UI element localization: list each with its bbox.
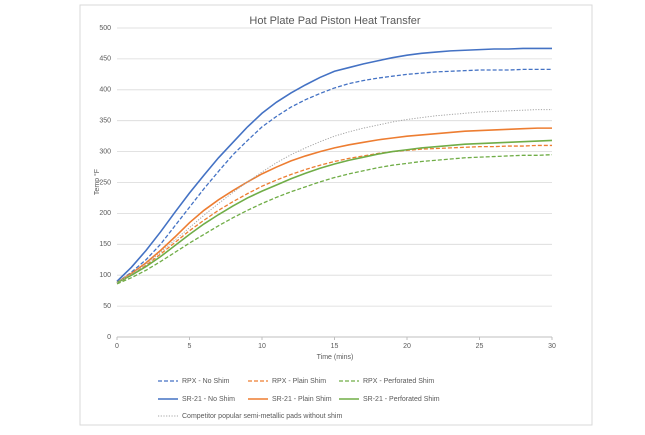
x-tick-label: 0 [115,343,119,350]
series-line [116,139,553,284]
series-line [116,127,552,284]
x-axis-label: Time (mins) [317,354,354,361]
series-line [116,68,552,284]
y-tick-label: 300 [99,148,111,155]
legend-label: SR-21 - Perforated Shim [363,396,440,403]
x-tick-label: 20 [403,343,411,350]
y-tick-label: 400 [99,87,111,94]
y-axis-label: Temp °F [93,169,101,195]
y-tick-label: 100 [99,272,111,279]
y-tick-label: 150 [99,241,111,248]
legend-label: SR-21 - Plain Shim [272,396,332,403]
y-tick-label: 50 [103,303,111,310]
series-line [116,144,552,284]
y-tick-label: 0 [107,334,111,341]
legend-label: RPX - No Shim [182,378,230,385]
legend-label: RPX - Perforated Shim [363,378,434,385]
y-tick-label: 500 [99,25,111,32]
x-tick-label: 15 [331,343,339,350]
series-line [116,154,553,285]
legend-label: SR-21 - No Shim [182,396,235,403]
y-tick-label: 450 [99,56,111,63]
legend-label: Competitor popular semi-metallic pads wi… [182,413,342,420]
series-line [116,109,552,284]
x-tick-label: 25 [476,343,484,350]
y-tick-label: 350 [99,118,111,125]
legend-label: RPX - Plain Shim [272,378,326,385]
y-tick-label: 250 [99,179,111,186]
x-tick-label: 10 [258,343,266,350]
y-tick-label: 200 [99,210,111,217]
x-tick-label: 5 [188,343,192,350]
chart-frame [79,4,593,426]
series-line [116,47,552,282]
x-tick-label: 30 [548,343,556,350]
chart-title: Hot Plate Pad Piston Heat Transfer [249,15,421,27]
